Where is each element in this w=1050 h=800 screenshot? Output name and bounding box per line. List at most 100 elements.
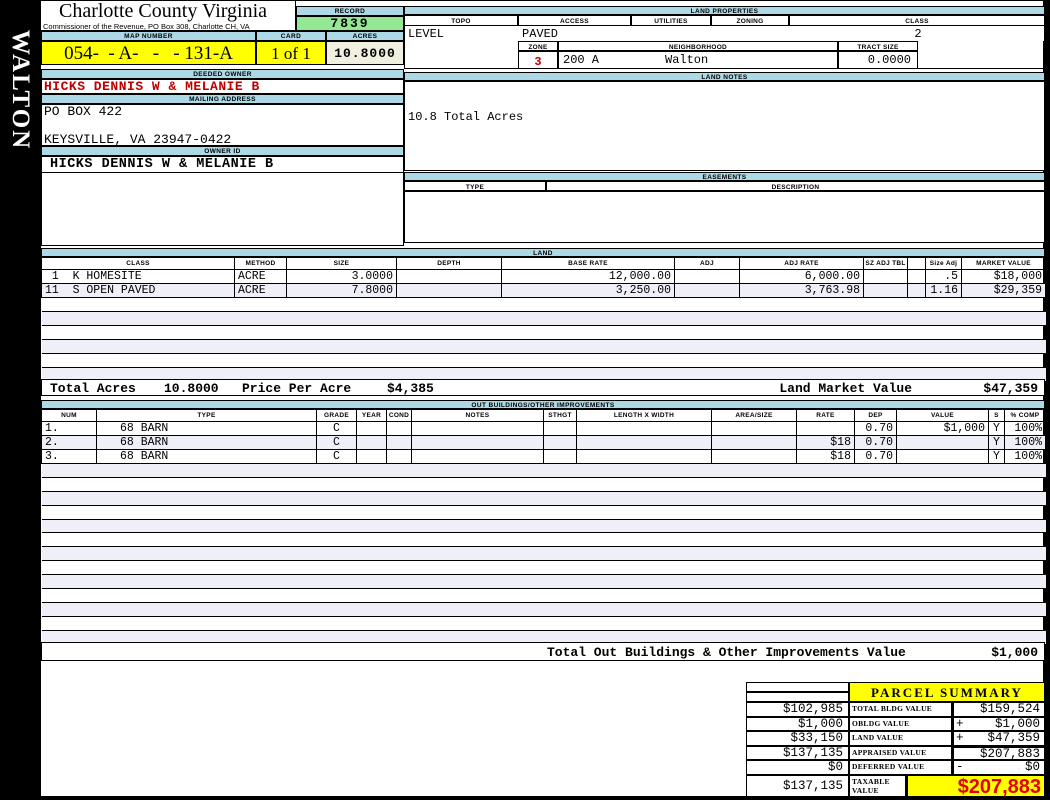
zoning-label: ZONING xyxy=(736,18,764,25)
summary-right-value: $159,524 xyxy=(979,702,1040,716)
easements-header: EASEMENTS xyxy=(404,172,1045,181)
neighborhood-header: NEIGHBORHOOD xyxy=(558,41,838,51)
map-number-value: 054- - A- - - 131-A xyxy=(41,41,256,65)
table-cell xyxy=(576,449,712,464)
outbuildings-table-wrap: NUM TYPE GRADE YEAR COND NOTES STHGT LENGTH X W… xyxy=(41,409,1046,645)
table-cell xyxy=(896,435,989,450)
table-cell: $29,359 xyxy=(961,283,1046,298)
table-cell xyxy=(576,421,712,436)
table-row: 11 S OPEN PAVED ACRE 7.8000 3,250.00 3,763.9… xyxy=(41,283,1046,298)
zoning-header: ZONING xyxy=(711,15,789,26)
table-header-row: NUM TYPE GRADE YEAR COND NOTES STHGT LENGTH X W… xyxy=(41,409,1046,422)
table-cell xyxy=(356,449,387,464)
land-notes-text: 10.8 Total Acres xyxy=(408,110,524,124)
mailing-address-box: PO BOX 422 KEYSVILLE, VA 23947-0422 xyxy=(41,104,404,147)
table-cell xyxy=(411,435,544,450)
column-header: S xyxy=(988,409,1005,422)
table-cell: 1. xyxy=(41,421,97,436)
record-card: Charlotte County Virginia Commissioner o… xyxy=(40,0,1046,798)
acres-label: ACRES xyxy=(352,33,378,40)
table-cell xyxy=(907,269,926,284)
column-header: % COMP xyxy=(1004,409,1046,422)
zone-label: ZONE xyxy=(528,44,548,51)
summary-left-value: $102,985 xyxy=(746,702,849,717)
empty-cell xyxy=(41,629,1046,645)
empty-row xyxy=(41,463,1046,478)
tract-size-label: TRACT SIZE xyxy=(857,44,899,51)
empty-row xyxy=(41,504,1046,520)
outbuildings-table: NUM TYPE GRADE YEAR COND NOTES STHGT LENGTH X W… xyxy=(41,409,1046,645)
table-cell: 68 BARN xyxy=(96,435,317,450)
summary-value-cell: + $47,359 xyxy=(952,731,1045,746)
access-header: ACCESS xyxy=(518,15,631,26)
table-cell xyxy=(674,283,740,298)
table-cell xyxy=(576,435,712,450)
empty-cell xyxy=(41,325,1046,340)
land-section-label: LAND xyxy=(533,250,553,257)
empty-cell xyxy=(41,588,1046,603)
summary-left-value: $1,000 xyxy=(746,716,849,731)
summary-value-cell: + $1,000 xyxy=(952,716,1045,731)
outbuildings-total-row: Total Out Buildings & Other Improvements… xyxy=(41,642,1045,661)
outbuildings-total-label: Total Out Buildings & Other Improvements… xyxy=(547,645,906,660)
table-cell: Y xyxy=(988,421,1005,436)
table-cell: 100% xyxy=(1004,435,1046,450)
table-cell: 1 K HOMESITE xyxy=(41,269,235,284)
summary-mini-cell xyxy=(746,682,849,692)
table-cell: 100% xyxy=(1004,449,1046,464)
table-cell: 11 S OPEN PAVED xyxy=(41,283,235,298)
column-header: BASE RATE xyxy=(501,257,675,270)
empty-cell xyxy=(41,560,1046,576)
tract-size-header: TRACT SIZE xyxy=(838,41,918,51)
summary-sign: + xyxy=(956,716,964,731)
empty-cell xyxy=(41,353,1046,368)
land-section-header: LAND xyxy=(41,248,1045,257)
table-cell: $18 xyxy=(796,449,855,464)
table-cell xyxy=(863,269,908,284)
land-totals-row: Total Acres 10.8000 Price Per Acre $4,38… xyxy=(41,379,1045,396)
column-header: SIZE xyxy=(286,257,397,270)
acres-value: 10.8000 xyxy=(326,41,404,65)
topo-value: LEVEL xyxy=(408,27,445,41)
empty-cell xyxy=(41,476,1046,492)
empty-row xyxy=(41,297,1046,312)
table-cell: ACRE xyxy=(234,269,287,284)
summary-left-value: $137,135 xyxy=(746,745,849,760)
address-line1: PO BOX 422 xyxy=(44,104,123,119)
easement-type-label: TYPE xyxy=(465,184,485,191)
table-cell xyxy=(386,449,412,464)
table-cell: 3.0000 xyxy=(286,269,397,284)
utilities-header: UTILITIES xyxy=(631,15,711,26)
column-header: DEP xyxy=(854,409,897,422)
owner-spacer-box xyxy=(41,173,404,246)
empty-cell xyxy=(41,490,1046,506)
table-cell: C xyxy=(316,421,357,436)
record-label: RECORD xyxy=(334,8,366,15)
column-header: Size Adj xyxy=(925,257,962,270)
class-header: CLASS xyxy=(789,15,1045,26)
empty-row xyxy=(41,367,1046,382)
land-table: CLASS METHOD SIZE DEPTH BASE RATE ADJ ADJ RATE… xyxy=(41,257,1046,382)
table-cell xyxy=(543,435,577,450)
table-cell: 0.70 xyxy=(854,435,897,450)
table-header-row: CLASS METHOD SIZE DEPTH BASE RATE ADJ ADJ RATE… xyxy=(41,257,1046,270)
land-properties-label: LAND PROPERTIES xyxy=(690,8,759,15)
column-header: LENGTH X WIDTH xyxy=(576,409,712,422)
summary-label: TAXABLE VALUE xyxy=(849,774,906,797)
easement-description-label: DESCRIPTION xyxy=(771,184,820,191)
table-cell: 3,763.98 xyxy=(739,283,864,298)
easement-description-header: DESCRIPTION xyxy=(546,181,1045,191)
county-header-box: Charlotte County Virginia Commissioner o… xyxy=(41,1,296,31)
table-cell xyxy=(411,421,544,436)
summary-label: LAND VALUE xyxy=(849,731,952,746)
empty-row xyxy=(41,532,1046,548)
empty-cell xyxy=(41,367,1046,382)
summary-mini-cell xyxy=(746,692,849,702)
table-cell: 68 BARN xyxy=(96,449,317,464)
empty-cell xyxy=(41,518,1046,534)
table-cell xyxy=(711,435,797,450)
table-cell: Y xyxy=(988,449,1005,464)
topo-label: TOPO xyxy=(451,18,471,25)
column-header: DEPTH xyxy=(396,257,502,270)
table-cell xyxy=(796,421,855,436)
